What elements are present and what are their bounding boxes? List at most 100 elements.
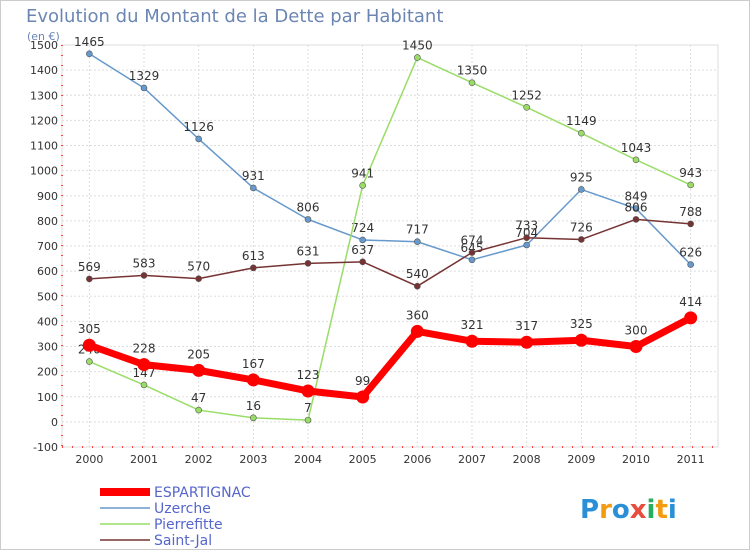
- chart-subtitle: (en €): [27, 30, 60, 43]
- data-label: 167: [242, 357, 265, 371]
- data-label: 205: [187, 347, 210, 361]
- series-line: [88, 53, 692, 266]
- data-point: [195, 275, 202, 282]
- data-label: 1465: [74, 35, 105, 49]
- data-point: [468, 249, 476, 256]
- data-point: [410, 324, 424, 338]
- data-label: 726: [570, 220, 593, 234]
- data-point: [632, 205, 640, 212]
- series-saint-jal: 569 583 570 613 631 637 540 674 733 726 806 788: [78, 200, 702, 290]
- legend-label: Saint-Jal: [154, 533, 212, 549]
- data-label: 360: [406, 308, 429, 322]
- data-point: [687, 261, 694, 268]
- data-point: [140, 272, 148, 279]
- data-point: [192, 363, 206, 377]
- data-point: [574, 333, 588, 347]
- y-tick-label: 1000: [30, 165, 58, 178]
- data-point: [523, 241, 530, 249]
- data-point: [414, 54, 421, 61]
- y-tick-label: 200: [37, 366, 58, 379]
- x-tick-label: 2000: [75, 453, 103, 466]
- data-label: 7: [304, 401, 312, 415]
- data-point: [359, 182, 366, 189]
- x-tick-label: 2004: [294, 453, 322, 466]
- data-label: 228: [133, 342, 156, 356]
- y-tick-label: 1100: [30, 140, 58, 153]
- data-label: 570: [187, 260, 210, 274]
- logo-text: Proxiti: [580, 495, 677, 525]
- y-tick-label: 400: [37, 315, 58, 328]
- data-label: 1149: [566, 114, 597, 128]
- y-tick-label: 1400: [30, 64, 58, 77]
- data-point: [86, 358, 93, 365]
- data-label: 1043: [621, 141, 652, 155]
- data-label: 317: [515, 319, 538, 333]
- data-point: [140, 381, 148, 389]
- y-tick-label: 900: [37, 190, 58, 203]
- data-point: [304, 416, 312, 424]
- y-tick-label: 800: [37, 215, 58, 228]
- data-point: [359, 236, 366, 244]
- grid: [61, 44, 719, 448]
- data-point: [86, 50, 93, 58]
- y-tick-label: 300: [37, 341, 58, 354]
- y-tick-label: 1300: [30, 89, 58, 102]
- data-label: 583: [133, 256, 156, 270]
- series-line: [88, 218, 692, 287]
- x-tick-label: 2002: [185, 453, 213, 466]
- data-label: 931: [242, 169, 265, 183]
- x-tick-label: 2011: [677, 453, 705, 466]
- data-point: [465, 334, 479, 348]
- data-point: [301, 384, 315, 398]
- data-point: [82, 338, 96, 352]
- data-label: 325: [570, 317, 593, 331]
- x-tick-label: 2009: [567, 453, 595, 466]
- data-label: 674: [461, 234, 484, 248]
- data-label: 788: [679, 205, 702, 219]
- data-point: [578, 186, 585, 193]
- data-point: [578, 129, 585, 137]
- y-tick-label: 100: [37, 391, 58, 404]
- series-pierrefitte: 2401474716794114501350125211491043943: [78, 39, 702, 424]
- y-tick-label: 700: [37, 240, 58, 253]
- data-label: 925: [570, 170, 593, 184]
- data-point: [578, 236, 585, 243]
- series-line: [85, 314, 695, 401]
- data-point: [246, 373, 260, 387]
- y-tick-label: 500: [37, 290, 58, 303]
- data-point: [250, 264, 257, 272]
- data-label: 849: [625, 190, 648, 204]
- data-label: 613: [242, 249, 265, 263]
- data-point: [304, 216, 312, 223]
- y-tick-label: -100: [33, 441, 58, 454]
- data-point: [632, 216, 640, 223]
- x-tick-label: 2005: [349, 453, 377, 466]
- data-label: 1450: [402, 39, 433, 53]
- data-label: 569: [78, 260, 101, 274]
- data-point: [523, 234, 530, 242]
- data-point: [250, 414, 257, 422]
- data-point: [687, 220, 694, 228]
- data-point: [356, 390, 370, 404]
- data-label: 1252: [511, 88, 542, 102]
- logo: Proxiti: [580, 495, 677, 525]
- data-label: 941: [351, 166, 374, 180]
- data-label: 1329: [129, 69, 160, 83]
- data-label: 943: [679, 166, 702, 180]
- data-point: [140, 84, 148, 92]
- y-tick-label: 600: [37, 265, 58, 278]
- data-point: [632, 156, 640, 164]
- x-tick-label: 2008: [513, 453, 541, 466]
- data-label: 631: [297, 244, 320, 258]
- data-label: 637: [351, 243, 374, 257]
- data-point: [520, 335, 534, 349]
- data-point: [304, 260, 312, 267]
- data-label: 1350: [457, 64, 488, 78]
- y-tick-label: 1500: [30, 39, 58, 52]
- data-point: [684, 311, 698, 325]
- data-label: 321: [461, 318, 484, 332]
- data-point: [86, 275, 93, 283]
- data-label: 1126: [183, 120, 214, 134]
